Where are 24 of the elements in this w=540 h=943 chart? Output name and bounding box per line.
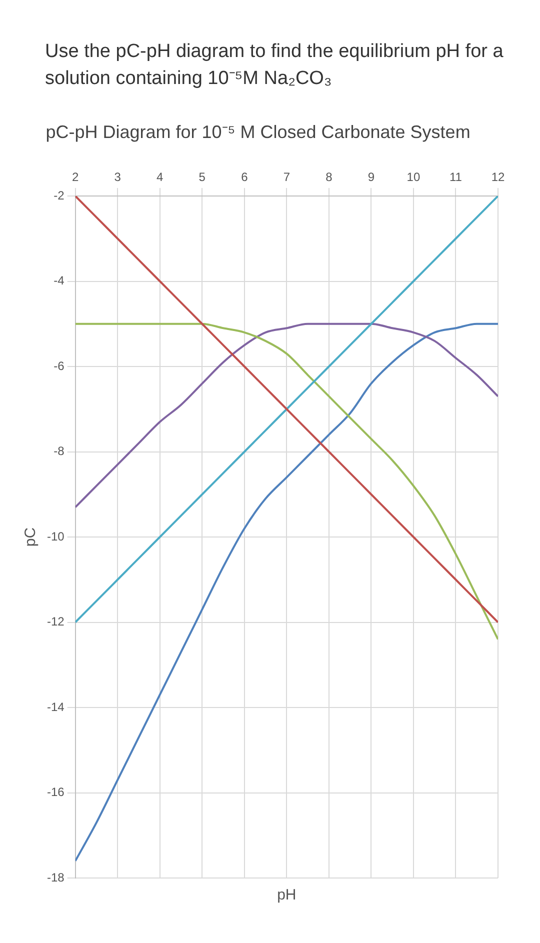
x-tick-label: 6 [241, 170, 248, 184]
y-tick-label: -6 [54, 358, 65, 373]
y-tick-label: -10 [47, 529, 65, 544]
y-tick-label: -14 [47, 700, 65, 714]
x-tick-label: 7 [283, 170, 290, 184]
y-tick-label: -18 [47, 870, 65, 884]
chart-title: pC-pH Diagram for 10⁻⁵ M Closed Carbonate System [46, 122, 470, 142]
x-tick-label: 5 [198, 170, 206, 184]
x-tick-label: 2 [72, 170, 79, 184]
y-tick-label: -4 [54, 274, 65, 288]
x-tick-label: 4 [156, 170, 164, 184]
y-tick-label: -8 [54, 444, 65, 458]
y-tick-label: -2 [54, 188, 65, 202]
x-tick-label: 11 [450, 170, 462, 184]
x-tick-label: 3 [114, 170, 122, 184]
x-tick-label: 10 [406, 170, 420, 184]
x-axis-title: pH [277, 886, 296, 904]
x-tick-label: 8 [326, 170, 333, 184]
x-tick-label: 9 [368, 170, 375, 184]
y-tick-label: -12 [47, 614, 65, 629]
x-tick-label: 12 [491, 170, 505, 184]
y-axis-title: pC [22, 527, 40, 547]
text: Use the pC-pH diagram to find the equilibrium pH for a solution containing 10⁻⁵M Na₂CO₃ [44, 40, 504, 91]
y-tick-label: -16 [47, 785, 65, 800]
